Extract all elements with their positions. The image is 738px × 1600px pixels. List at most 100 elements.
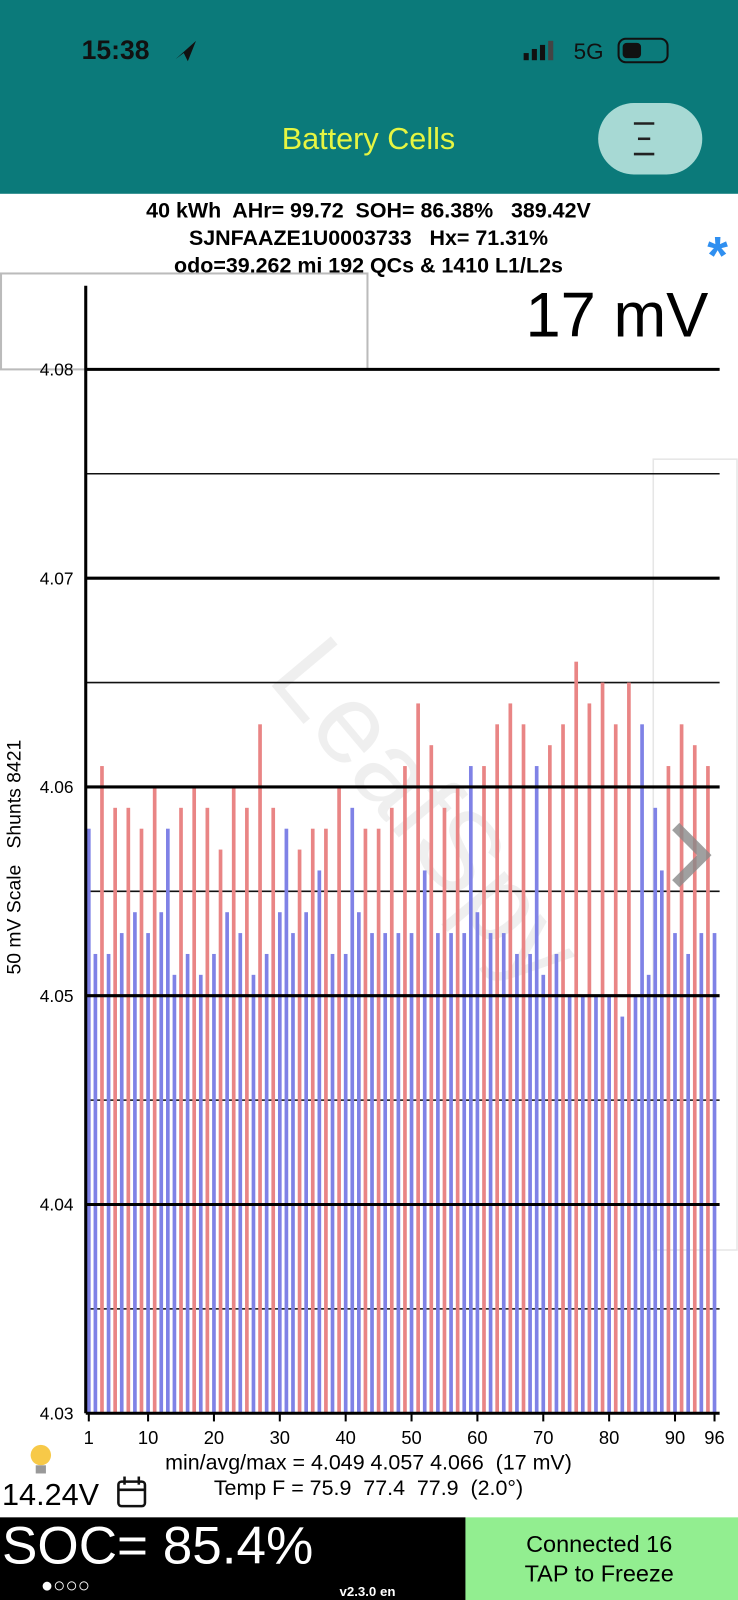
next-chevron[interactable]: [672, 822, 712, 888]
cell-bar: [534, 766, 539, 1414]
cell-bar: [422, 870, 427, 1414]
cell-bar: [106, 953, 111, 1414]
cell-bar: [495, 724, 500, 1414]
cell-bar: [508, 703, 513, 1414]
y-tick-label: 4.03: [40, 1403, 74, 1423]
cell-bar: [291, 933, 295, 1414]
cell-bar: [600, 682, 605, 1414]
info-line: SJNFAAZE1U0003733 Hx= 71.31%: [189, 226, 548, 250]
cell-bar: [330, 953, 335, 1414]
cell-bar: [659, 870, 664, 1414]
cell-bar: [310, 828, 315, 1414]
overlay-box: [0, 272, 369, 371]
cell-bar: [370, 933, 374, 1414]
connection-status: Connected 16: [526, 1531, 672, 1557]
cell-bar: [185, 953, 190, 1414]
marker[interactable]: *: [707, 226, 728, 285]
cell-bar: [113, 807, 117, 1414]
cell-bar: [225, 912, 229, 1414]
cell-bar: [264, 953, 269, 1414]
soc: SOC= 85.4%: [2, 1516, 313, 1575]
cell-bar: [403, 766, 407, 1414]
status-panel[interactable]: [465, 1517, 738, 1600]
cell-bar: [455, 786, 460, 1414]
cell-bar: [297, 849, 302, 1414]
cell-bar: [640, 724, 644, 1414]
cell-bar: [712, 933, 717, 1414]
battery-icon: [617, 37, 669, 64]
cell-bar: [86, 828, 91, 1414]
y-tick-label: 4.08: [40, 360, 74, 380]
cell-bar: [653, 807, 658, 1414]
cell-bar: [449, 933, 453, 1414]
cell-bar: [166, 828, 170, 1414]
menu-icon: [633, 122, 655, 156]
stats-line: Temp F = 75.9 77.4 77.9 (2.0°): [214, 1476, 523, 1500]
cell-bar: [429, 745, 434, 1414]
cell-bar: [528, 953, 532, 1414]
freeze-hint: TAP to Freeze: [525, 1561, 674, 1587]
info-line: 40 kWh AHr= 99.72 SOH= 86.38% 389.42V: [146, 198, 591, 222]
x-tick-label: 30: [270, 1427, 290, 1448]
calendar-icon[interactable]: [117, 1476, 147, 1508]
cell-bar: [627, 682, 631, 1414]
cell-bar: [277, 912, 282, 1414]
info-line: odo=39,262 mi 192 QCs & 1410 L1/L2s: [174, 253, 563, 277]
cell-bar: [119, 933, 124, 1414]
x-tick-label: 90: [665, 1427, 685, 1448]
cell-bar: [673, 933, 677, 1414]
cell-bar: [501, 933, 506, 1414]
battery-level: [622, 42, 642, 59]
x-tick-label: 60: [467, 1427, 487, 1448]
cell-bar: [284, 828, 289, 1414]
version: v2.3.0 en: [339, 1584, 395, 1599]
cell-bar: [396, 933, 401, 1414]
cell-bar: [231, 786, 236, 1414]
location-icon: [175, 40, 196, 62]
cell-bar: [554, 953, 559, 1414]
cell-bar: [416, 703, 420, 1414]
cell-bar: [363, 828, 368, 1414]
cell-bar: [172, 974, 177, 1414]
cell-bar: [198, 974, 203, 1414]
cell-bar: [409, 933, 414, 1414]
x-tick-label: 96: [704, 1427, 724, 1448]
cell-bar: [521, 724, 526, 1414]
page-dots: ●○○○: [41, 1575, 90, 1597]
cell-bar: [613, 724, 618, 1414]
aux-voltage: 14.24V: [2, 1478, 100, 1512]
cell-bar: [442, 807, 447, 1414]
spread: 17 mV: [526, 281, 709, 351]
cell-bar: [258, 724, 262, 1414]
cell-bar: [574, 661, 579, 1414]
cell-bar: [245, 807, 249, 1414]
cell-bar: [357, 912, 361, 1414]
cell-bar: [205, 807, 210, 1414]
cell-bar: [139, 828, 144, 1414]
cell-bar: [389, 807, 394, 1414]
y-tick-label: 4.07: [40, 568, 74, 588]
cell-bar: [192, 786, 197, 1414]
cell-bar: [100, 766, 104, 1414]
x-tick-label: 10: [138, 1427, 158, 1448]
cell-bar: [383, 933, 388, 1414]
signal-icon: [523, 40, 554, 61]
cell-bar: [133, 912, 137, 1414]
bulb-icon: [30, 1444, 52, 1474]
cell-bar: [587, 703, 592, 1414]
cell-bar: [152, 786, 157, 1414]
cell-bar: [646, 974, 651, 1414]
x-tick-label: 70: [533, 1427, 553, 1448]
cell-bar: [159, 912, 164, 1414]
y-axis-label: 50 mV Scale Shunts 8421: [3, 740, 25, 975]
cell-bar: [468, 766, 473, 1414]
cell-bar: [212, 953, 216, 1414]
cell-bar: [548, 745, 552, 1414]
x-tick-label: 50: [401, 1427, 421, 1448]
x-tick-label: 80: [599, 1427, 619, 1448]
cell-bar: [304, 912, 308, 1414]
cell-bar: [699, 933, 704, 1414]
cell-bar: [350, 807, 355, 1414]
